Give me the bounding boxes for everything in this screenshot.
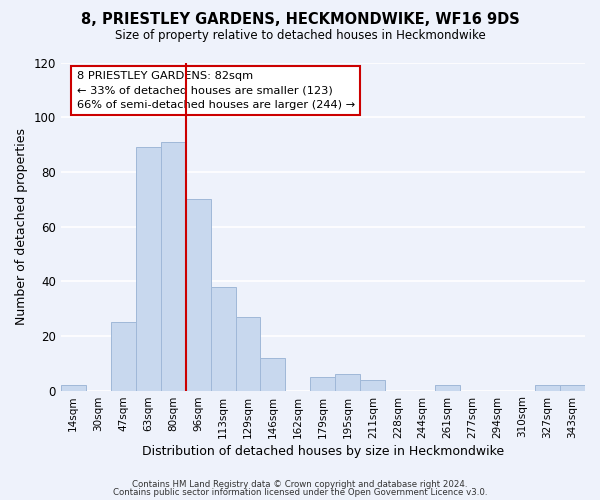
Text: Contains HM Land Registry data © Crown copyright and database right 2024.: Contains HM Land Registry data © Crown c… xyxy=(132,480,468,489)
Y-axis label: Number of detached properties: Number of detached properties xyxy=(15,128,28,325)
Bar xyxy=(111,322,136,390)
Text: 8, PRIESTLEY GARDENS, HECKMONDWIKE, WF16 9DS: 8, PRIESTLEY GARDENS, HECKMONDWIKE, WF16… xyxy=(80,12,520,28)
Bar xyxy=(260,358,286,390)
Bar xyxy=(560,385,585,390)
Text: 8 PRIESTLEY GARDENS: 82sqm
← 33% of detached houses are smaller (123)
66% of sem: 8 PRIESTLEY GARDENS: 82sqm ← 33% of deta… xyxy=(77,70,355,110)
Bar xyxy=(435,385,460,390)
Bar xyxy=(185,199,211,390)
Bar xyxy=(236,317,260,390)
Bar xyxy=(61,385,86,390)
Bar xyxy=(136,148,161,390)
Bar xyxy=(211,286,236,391)
Text: Contains public sector information licensed under the Open Government Licence v3: Contains public sector information licen… xyxy=(113,488,487,497)
Text: Size of property relative to detached houses in Heckmondwike: Size of property relative to detached ho… xyxy=(115,29,485,42)
Bar xyxy=(535,385,560,390)
X-axis label: Distribution of detached houses by size in Heckmondwike: Distribution of detached houses by size … xyxy=(142,444,504,458)
Bar xyxy=(161,142,185,390)
Bar xyxy=(361,380,385,390)
Bar xyxy=(335,374,361,390)
Bar xyxy=(310,377,335,390)
